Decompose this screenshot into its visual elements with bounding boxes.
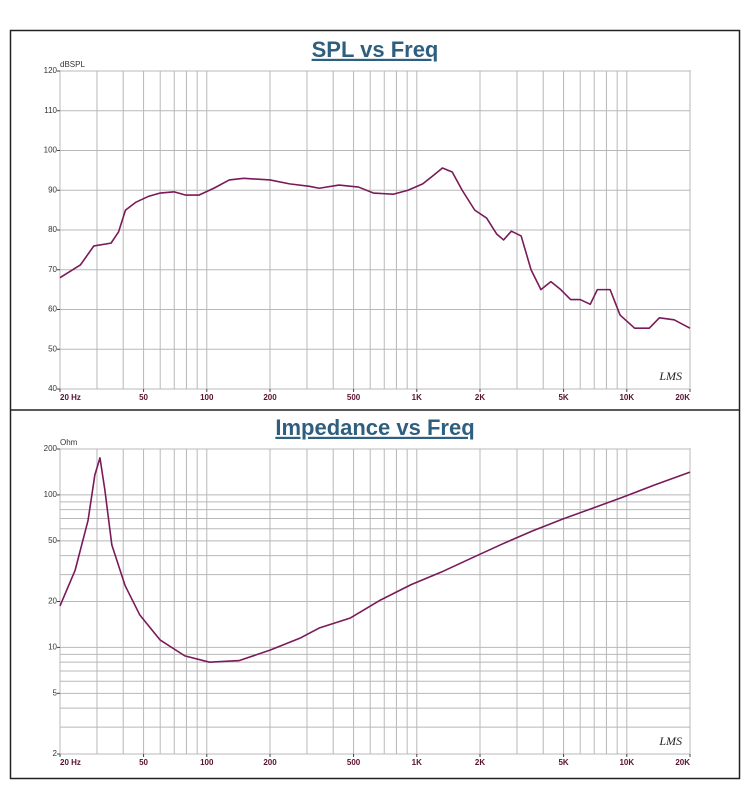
x-tick-label: 100	[200, 758, 214, 767]
y-tick-label: 2	[53, 749, 58, 758]
y-tick-label: 10	[48, 643, 57, 652]
x-tick-label: 10K	[619, 758, 634, 767]
x-tick-label: 20 Hz	[60, 393, 81, 402]
data-line	[59, 457, 691, 663]
x-tick-label: 50	[139, 758, 148, 767]
x-tick-label: 50	[139, 393, 148, 402]
y-tick-label: 120	[44, 66, 58, 75]
x-tick-label: 200	[263, 393, 277, 402]
y-tick-label: 50	[48, 536, 57, 545]
x-tick-label: 500	[347, 393, 361, 402]
x-tick-label: 20 Hz	[60, 758, 81, 767]
x-tick-label: 1K	[412, 758, 422, 767]
y-tick-label: 110	[44, 106, 57, 115]
y-tick-label: 40	[48, 384, 57, 393]
x-tick-label: 2K	[475, 393, 485, 402]
y-unit-label: dBSPL	[60, 60, 85, 69]
x-tick-label: 20K	[675, 758, 690, 767]
x-tick-label: 5K	[558, 393, 568, 402]
x-tick-label: 20K	[675, 393, 690, 402]
y-tick-label: 5	[53, 688, 58, 697]
x-tick-label: 1K	[412, 393, 422, 402]
y-tick-label: 70	[48, 265, 57, 274]
x-tick-label: 5K	[558, 758, 568, 767]
data-line	[59, 167, 691, 329]
y-tick-label: 60	[48, 305, 57, 314]
y-tick-label: 100	[44, 146, 58, 155]
y-tick-label: 100	[44, 490, 58, 499]
x-tick-label: 500	[347, 758, 361, 767]
y-tick-label: 20	[48, 597, 57, 606]
y-unit-label: Ohm	[60, 438, 78, 447]
watermark: LMS	[658, 369, 682, 383]
x-tick-label: 10K	[619, 393, 634, 402]
y-tick-label: 50	[48, 344, 57, 353]
chart-title: Impedance vs Freq	[275, 415, 474, 440]
watermark: LMS	[658, 734, 682, 748]
x-tick-label: 100	[200, 393, 214, 402]
y-tick-label: 200	[44, 444, 58, 453]
x-tick-label: 2K	[475, 758, 485, 767]
y-tick-label: 80	[48, 225, 57, 234]
y-tick-label: 90	[48, 185, 57, 194]
x-tick-label: 200	[263, 758, 277, 767]
chart-title: SPL vs Freq	[312, 37, 439, 62]
